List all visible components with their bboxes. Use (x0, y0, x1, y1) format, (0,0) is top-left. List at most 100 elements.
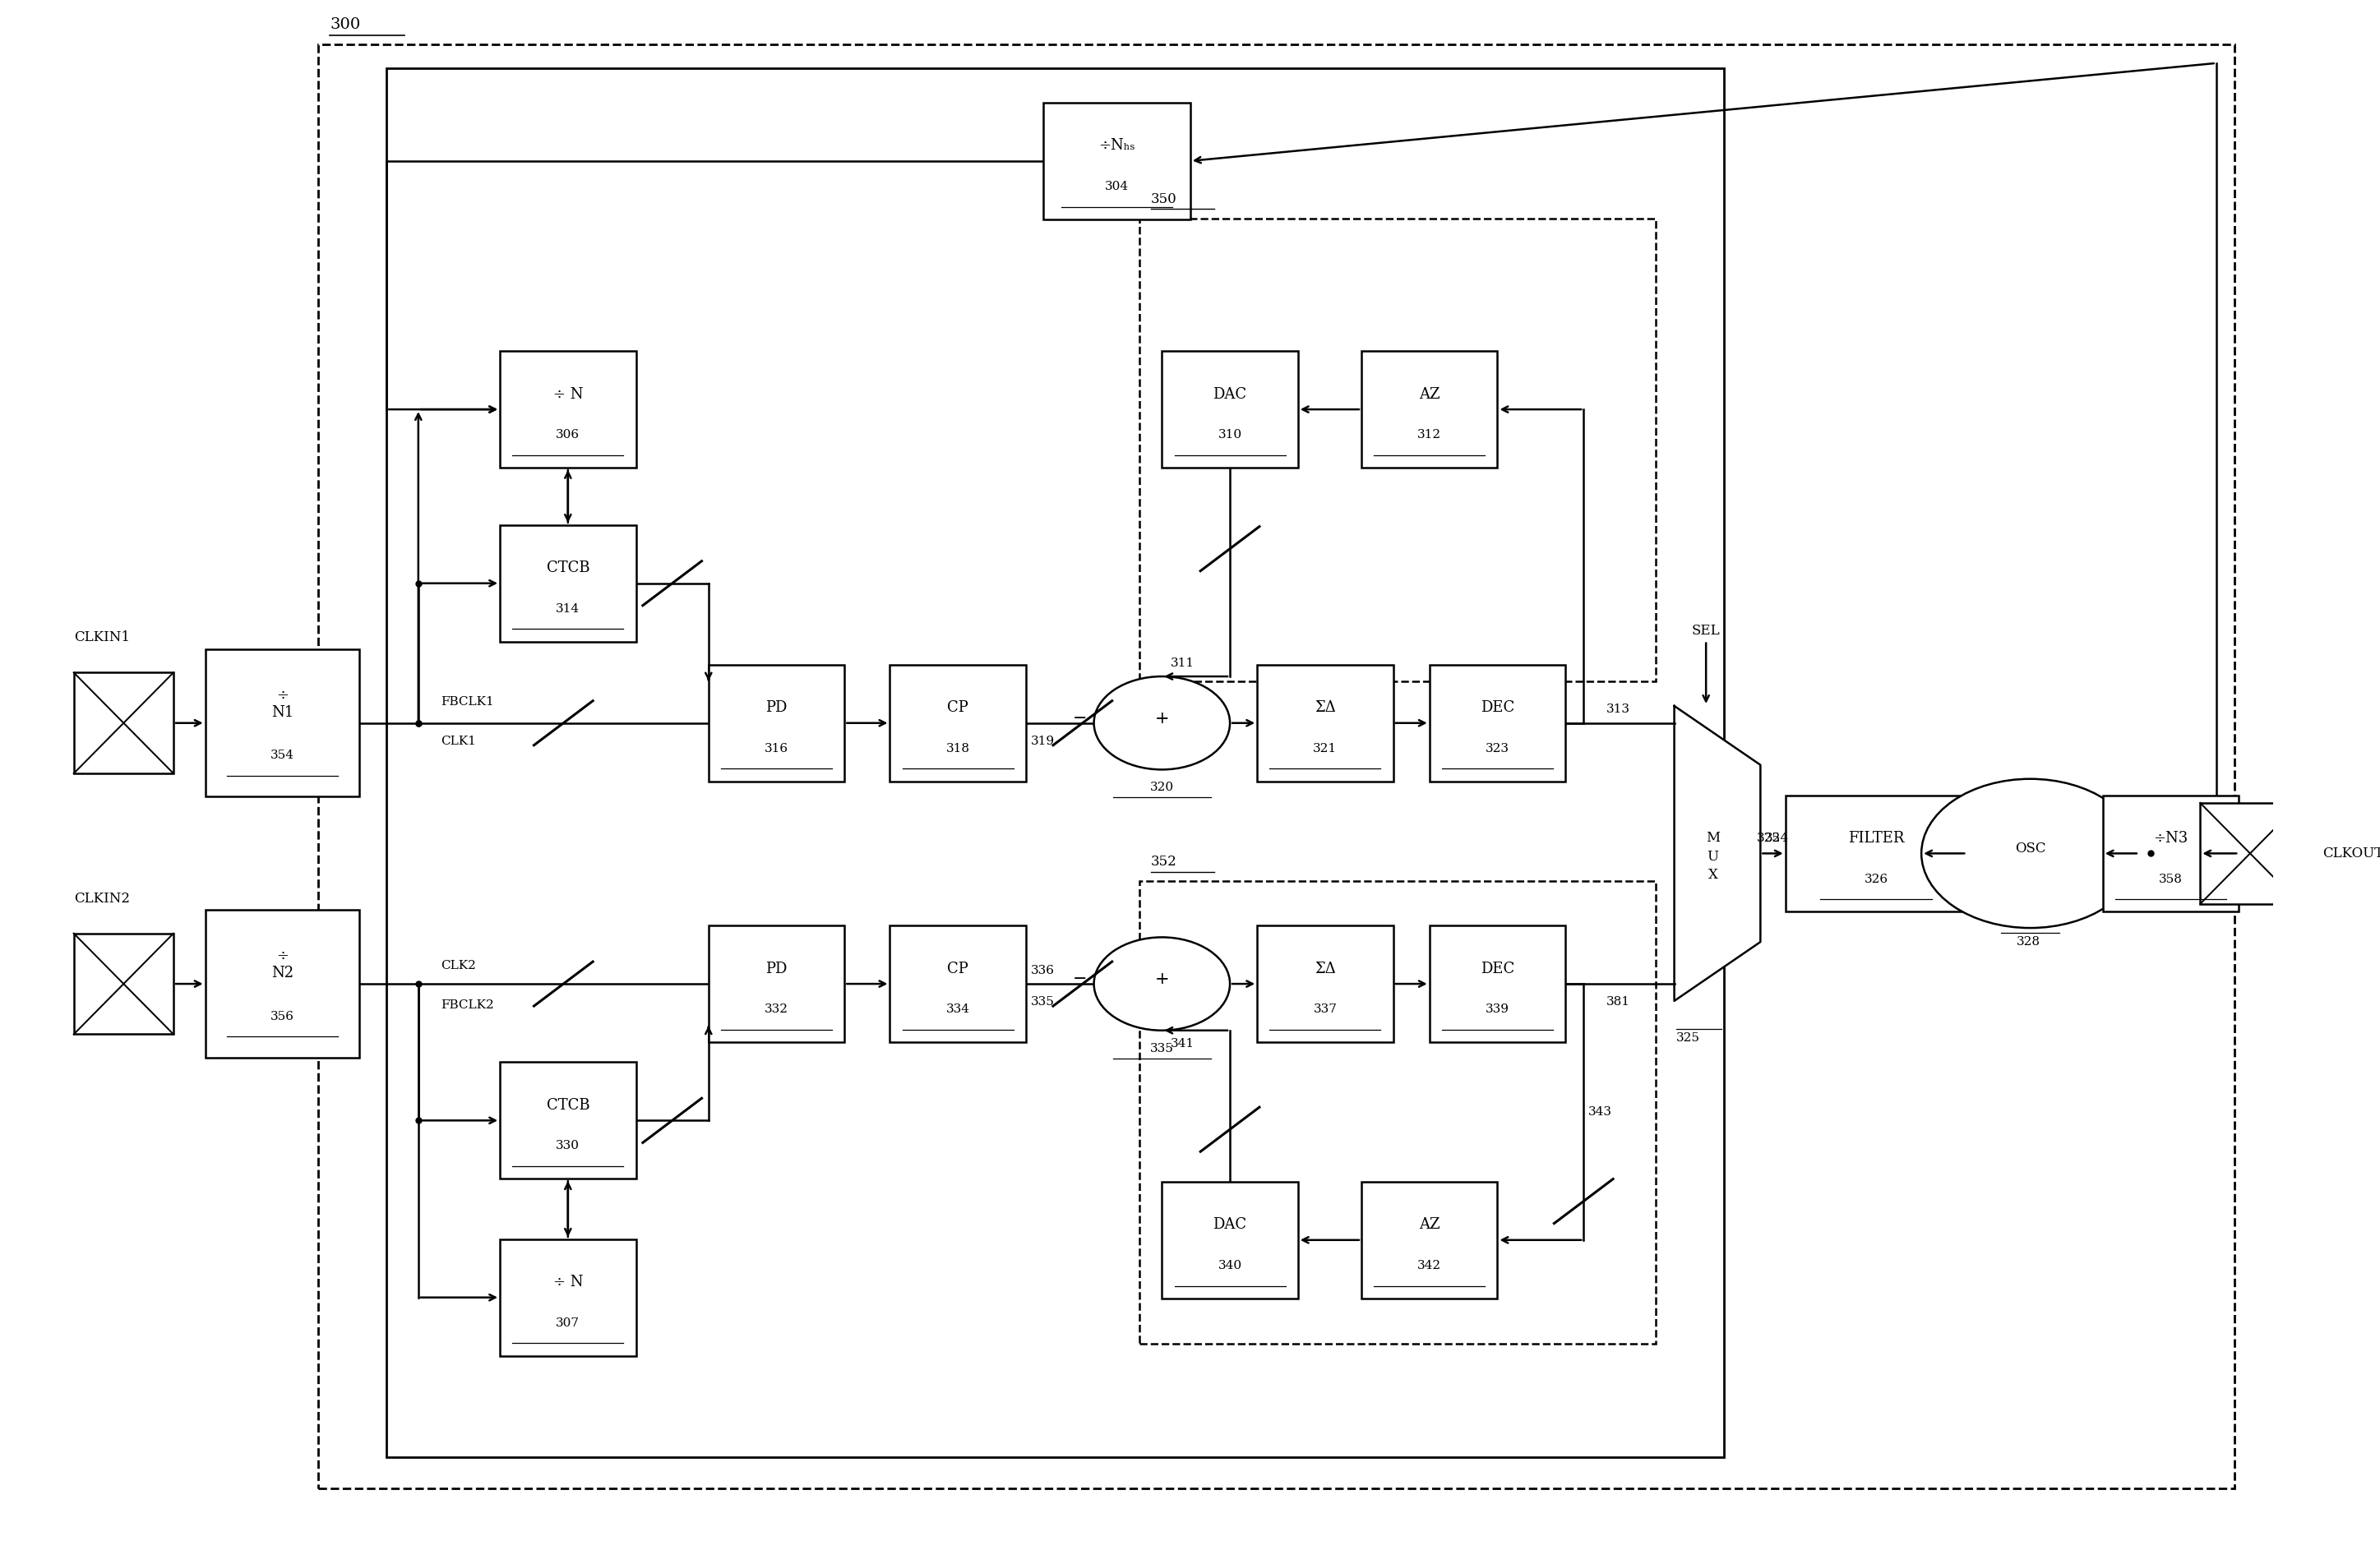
Text: CP: CP (947, 962, 969, 976)
Polygon shape (1673, 705, 1761, 1001)
Text: DEC: DEC (1480, 701, 1514, 715)
Text: CP: CP (947, 701, 969, 715)
Text: 325: 325 (1756, 832, 1780, 845)
Text: −: − (1073, 710, 1088, 726)
FancyBboxPatch shape (500, 1062, 635, 1179)
Text: 328: 328 (2016, 935, 2040, 948)
Text: 341: 341 (1171, 1038, 1195, 1049)
Text: 335: 335 (1150, 1043, 1173, 1054)
Text: 321: 321 (1314, 743, 1338, 754)
Text: 335: 335 (1031, 996, 1054, 1007)
Text: 339: 339 (1485, 1004, 1509, 1015)
Text: 314: 314 (557, 604, 581, 615)
FancyBboxPatch shape (890, 926, 1026, 1042)
Text: FBCLK2: FBCLK2 (440, 999, 495, 1010)
Text: 311: 311 (1171, 657, 1195, 669)
Text: 306: 306 (557, 429, 581, 441)
Text: ÷
N1: ÷ N1 (271, 688, 293, 719)
Text: 340: 340 (1219, 1261, 1242, 1272)
FancyBboxPatch shape (1161, 352, 1297, 468)
FancyBboxPatch shape (1257, 926, 1392, 1042)
Text: CLKIN1: CLKIN1 (74, 630, 129, 644)
Circle shape (1095, 676, 1230, 769)
Text: 300: 300 (331, 17, 359, 33)
FancyBboxPatch shape (74, 934, 174, 1034)
Text: 343: 343 (1587, 1106, 1611, 1118)
FancyBboxPatch shape (1785, 795, 1966, 912)
FancyBboxPatch shape (1042, 103, 1190, 219)
FancyBboxPatch shape (500, 352, 635, 468)
FancyBboxPatch shape (1430, 665, 1566, 782)
Text: CTCB: CTCB (547, 1098, 590, 1112)
Text: CTCB: CTCB (547, 561, 590, 576)
Text: 352: 352 (1150, 856, 1176, 870)
Text: PD: PD (766, 701, 788, 715)
Text: FILTER: FILTER (1847, 830, 1904, 846)
Text: 350: 350 (1150, 192, 1176, 206)
FancyBboxPatch shape (1257, 665, 1392, 782)
FancyBboxPatch shape (1361, 1182, 1497, 1298)
Text: ΣΔ: ΣΔ (1314, 701, 1335, 715)
FancyBboxPatch shape (205, 910, 359, 1057)
Text: AZ: AZ (1418, 386, 1440, 402)
Text: ÷N3: ÷N3 (2154, 830, 2187, 846)
Text: ΣΔ: ΣΔ (1314, 962, 1335, 976)
Text: +: + (1154, 971, 1169, 987)
Text: 325: 325 (1676, 1032, 1699, 1043)
Text: 356: 356 (271, 1010, 295, 1021)
Text: 319: 319 (1031, 735, 1054, 748)
FancyBboxPatch shape (500, 526, 635, 641)
FancyBboxPatch shape (1430, 926, 1566, 1042)
Text: 312: 312 (1418, 429, 1442, 441)
Text: CLKIN2: CLKIN2 (74, 891, 129, 906)
Text: 313: 313 (1606, 704, 1630, 715)
Text: AZ: AZ (1418, 1217, 1440, 1232)
Text: 337: 337 (1314, 1004, 1338, 1015)
Text: 334: 334 (945, 1004, 969, 1015)
Text: +: + (1154, 710, 1169, 726)
Text: 332: 332 (764, 1004, 788, 1015)
Text: 381: 381 (1606, 996, 1630, 1007)
Text: 323: 323 (1485, 743, 1509, 754)
Text: ÷
N2: ÷ N2 (271, 949, 293, 981)
Text: 307: 307 (557, 1317, 581, 1329)
FancyBboxPatch shape (2199, 802, 2299, 904)
FancyBboxPatch shape (74, 673, 174, 774)
Text: 310: 310 (1219, 429, 1242, 441)
Text: U: U (1706, 849, 1718, 863)
Text: 342: 342 (1418, 1261, 1442, 1272)
Text: ÷Nₕₛ: ÷Nₕₛ (1097, 139, 1135, 153)
Text: PD: PD (766, 962, 788, 976)
Text: 326: 326 (1864, 873, 1887, 885)
Text: CLK1: CLK1 (440, 735, 476, 748)
FancyBboxPatch shape (1161, 1182, 1297, 1298)
FancyBboxPatch shape (890, 665, 1026, 782)
Text: DAC: DAC (1214, 1217, 1247, 1232)
FancyBboxPatch shape (709, 665, 845, 782)
Text: 336: 336 (1031, 965, 1054, 976)
Text: M: M (1706, 830, 1721, 845)
Text: 358: 358 (2159, 873, 2182, 885)
FancyBboxPatch shape (1361, 352, 1497, 468)
Text: ÷ N: ÷ N (552, 1275, 583, 1290)
Text: 304: 304 (1104, 181, 1128, 192)
Circle shape (1095, 937, 1230, 1031)
FancyBboxPatch shape (2104, 795, 2240, 912)
Text: ÷ N: ÷ N (552, 386, 583, 402)
Text: X: X (1709, 868, 1718, 882)
Ellipse shape (1921, 779, 2140, 927)
Text: 330: 330 (557, 1140, 581, 1151)
Text: OSC: OSC (2016, 841, 2047, 856)
FancyBboxPatch shape (709, 926, 845, 1042)
Text: CLKOUT: CLKOUT (2323, 846, 2380, 860)
Text: DAC: DAC (1214, 386, 1247, 402)
FancyBboxPatch shape (500, 1239, 635, 1356)
Text: −: − (1073, 971, 1088, 987)
FancyBboxPatch shape (205, 649, 359, 796)
Text: CLK2: CLK2 (440, 960, 476, 971)
Text: 320: 320 (1150, 782, 1173, 793)
Text: 324: 324 (1766, 832, 1790, 845)
Text: 354: 354 (271, 749, 295, 762)
Text: 316: 316 (764, 743, 788, 754)
Text: 318: 318 (945, 743, 969, 754)
